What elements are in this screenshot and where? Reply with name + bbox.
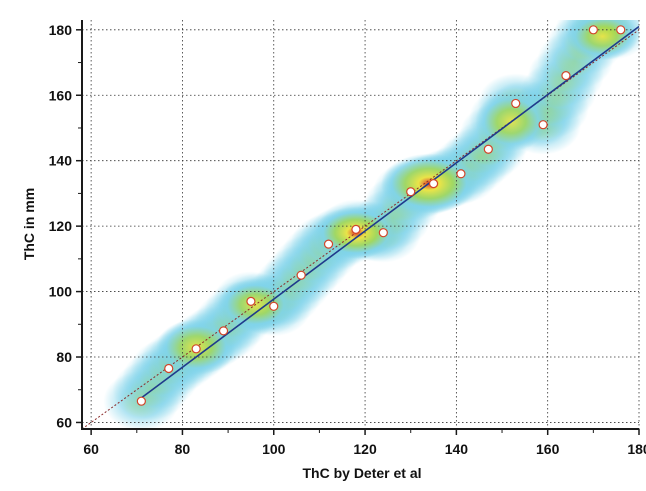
y-axis-ticks: 60 80 100 120 140 160 180 — [49, 22, 82, 430]
y-tick-label: 160 — [49, 87, 73, 103]
data-point — [511, 98, 521, 109]
y-tick-label: 60 — [56, 414, 72, 430]
data-point — [538, 120, 548, 130]
data-point — [351, 224, 361, 235]
y-tick-label: 80 — [56, 349, 72, 365]
data-point — [378, 228, 388, 238]
x-tick-label: 180 — [627, 441, 646, 457]
x-axis-ticks: 60 80 100 120 140 160 180 — [83, 429, 646, 457]
y-axis-label: ThC in mm — [21, 188, 37, 260]
y-tick-label: 100 — [49, 284, 73, 300]
data-point — [269, 301, 279, 311]
data-point — [483, 144, 493, 154]
data-points — [136, 25, 626, 406]
data-point — [136, 396, 146, 406]
x-tick-label: 60 — [83, 441, 99, 457]
data-point — [191, 344, 201, 354]
x-tick-label: 140 — [445, 441, 469, 457]
data-point — [561, 71, 571, 81]
data-point — [218, 326, 229, 336]
data-point — [456, 169, 466, 179]
data-point — [323, 239, 334, 249]
regression-line — [140, 25, 640, 399]
x-tick-label: 80 — [175, 441, 191, 457]
data-point — [164, 363, 174, 374]
data-point — [406, 187, 416, 197]
axis-frame — [81, 20, 639, 430]
x-tick-label: 160 — [536, 441, 560, 457]
grid-lines — [82, 20, 640, 429]
y-tick-label: 180 — [49, 22, 73, 38]
x-axis-label: ThC by Deter et al — [302, 465, 421, 481]
y-tick-label: 140 — [49, 153, 73, 169]
y-tick-label: 120 — [49, 218, 73, 234]
x-tick-label: 100 — [262, 441, 286, 457]
data-point — [246, 296, 256, 306]
data-point — [296, 270, 306, 280]
data-point — [428, 179, 439, 189]
data-point — [588, 25, 598, 35]
x-tick-label: 120 — [353, 441, 377, 457]
data-point — [616, 25, 626, 35]
